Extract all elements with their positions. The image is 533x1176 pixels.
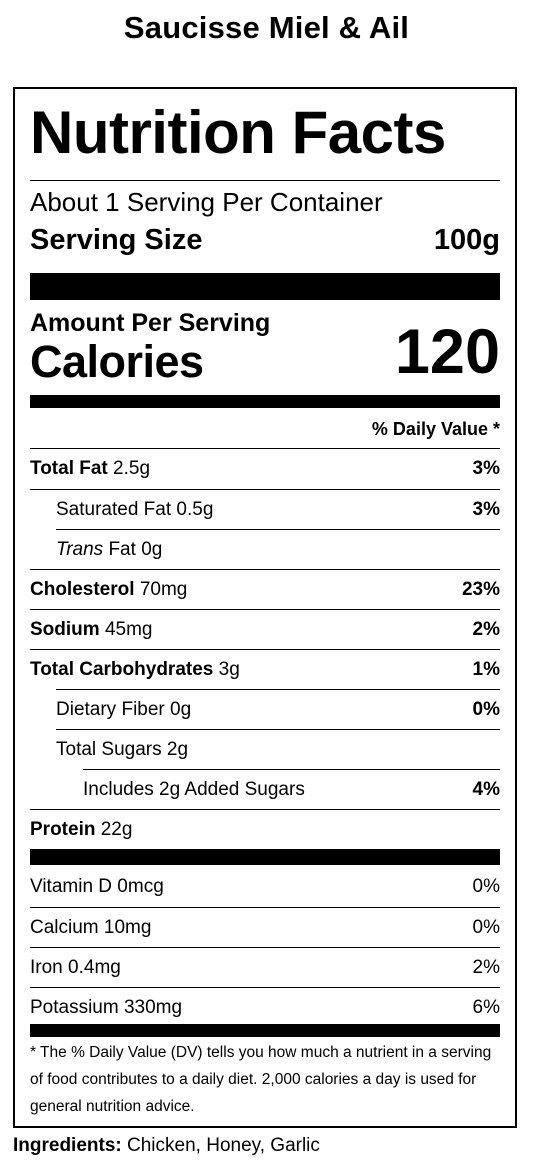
nutrient-name: Total Fat — [30, 458, 108, 479]
nutrient-name: Sodium — [30, 619, 100, 640]
nutrient-dv: 0% — [472, 699, 500, 720]
calories-label: Calories — [30, 336, 204, 387]
divider — [30, 448, 500, 449]
nutrient-amount: 45mg — [104, 619, 153, 640]
thick-divider — [30, 849, 500, 865]
nutrient-row-trans-fat: Trans Fat 0g — [30, 530, 500, 570]
medium-divider — [30, 395, 500, 408]
nutrient-row-added-sugars: Includes 2g Added Sugars 4% — [30, 770, 500, 810]
nutrient-name: Cholesterol — [30, 579, 135, 600]
nutrient-name: Protein — [30, 819, 96, 840]
vitamin-dv: 0% — [472, 917, 500, 938]
calories-value: 120 — [394, 317, 500, 387]
nutrient-amount: 2g — [166, 739, 189, 760]
nutrient-amount: 70mg — [139, 579, 188, 600]
product-title: Saucisse Miel & Ail — [123, 10, 410, 45]
nutrient-amount: 0g — [141, 539, 163, 560]
nutrient-dv: 1% — [472, 659, 500, 680]
nutrient-row-protein: Protein 22g — [30, 810, 500, 850]
serving-size-label: Serving Size — [30, 224, 203, 256]
nutrient-amount: 3g — [218, 659, 240, 680]
serving-size-value: 100g — [433, 224, 500, 256]
vitamin-row-potassium: Potassium 330mg 6% — [30, 988, 500, 1028]
divider — [56, 729, 500, 730]
vitamin-name: Vitamin D — [30, 876, 113, 897]
divider — [56, 529, 500, 530]
nutrient-amount: 2.5g — [113, 458, 151, 479]
nutrient-row-cholesterol: Cholesterol 70mg 23% — [30, 570, 500, 610]
vitamin-name: Potassium — [30, 997, 119, 1018]
daily-value-footnote: * The % Daily Value (DV) tells you how m… — [30, 1044, 492, 1115]
nutrition-facts-label: Nutrition Facts About 1 Serving Per Cont… — [13, 87, 517, 1128]
ingredients-value: Chicken, Honey, Garlic — [127, 1135, 320, 1156]
vitamin-row-calcium: Calcium 10mg 0% — [30, 908, 500, 948]
divider — [30, 947, 500, 948]
nutrient-row-total-carbohydrates: Total Carbohydrates 3g 1% — [30, 650, 500, 690]
divider — [30, 609, 500, 610]
divider — [56, 689, 500, 690]
nutrient-row-sodium: Sodium 45mg 2% — [30, 610, 500, 650]
nutrient-row-total-sugars: Total Sugars 2g — [30, 730, 500, 770]
nutrient-name: Includes 2g Added Sugars — [83, 779, 305, 800]
nutrient-dv: 23% — [461, 579, 500, 600]
divider — [30, 809, 500, 810]
vitamin-amount: 0mcg — [117, 876, 164, 897]
nutrition-facts-title: Nutrition Facts — [30, 99, 446, 166]
vitamin-name: Iron — [30, 957, 63, 978]
nutrient-name: Fat — [108, 539, 136, 560]
vitamin-amount: 0.4mg — [68, 957, 121, 978]
nutrient-amount: 22g — [100, 819, 133, 840]
divider — [30, 649, 500, 650]
nutrient-dv: 4% — [472, 779, 500, 800]
divider — [30, 569, 500, 570]
vitamin-dv: 6% — [472, 997, 500, 1018]
vitamin-row-iron: Iron 0.4mg 2% — [30, 948, 500, 988]
vitamin-name: Calcium — [30, 917, 99, 938]
vitamin-amount: 330mg — [123, 997, 183, 1018]
ingredients-line: Ingredients: Chicken, Honey, Garlic — [13, 1135, 320, 1157]
divider — [30, 987, 500, 988]
nutrient-dv: 3% — [472, 458, 500, 479]
nutrient-name: Dietary Fiber — [56, 699, 165, 720]
nutrient-dv: 3% — [472, 499, 500, 520]
vitamin-amount: 10mg — [103, 917, 152, 938]
nutrient-name: Total Carbohydrates — [30, 659, 214, 680]
divider — [30, 489, 500, 490]
nutrient-name: Total Sugars — [56, 739, 162, 760]
servings-per-container: About 1 Serving Per Container — [30, 187, 383, 217]
vitamin-dv: 2% — [472, 957, 500, 978]
vitamin-row-vitamin-d: Vitamin D 0mcg 0% — [30, 867, 500, 907]
amount-per-serving: Amount Per Serving — [30, 309, 271, 337]
divider — [83, 769, 500, 770]
nutrient-row-dietary-fiber: Dietary Fiber 0g 0% — [30, 690, 500, 730]
nutrient-name: Saturated Fat — [56, 499, 172, 520]
ingredients-label: Ingredients: — [13, 1135, 122, 1156]
daily-value-header: % Daily Value * — [371, 419, 500, 439]
divider — [30, 180, 500, 181]
nutrient-name-italic: Trans — [56, 539, 104, 560]
nutrient-dv: 2% — [472, 619, 500, 640]
nutrient-row-saturated-fat: Saturated Fat 0.5g 3% — [30, 490, 500, 530]
nutrient-amount: 0g — [170, 699, 192, 720]
thick-divider — [30, 273, 500, 300]
serving-size-row: Serving Size 100g — [30, 226, 500, 255]
vitamin-dv: 0% — [472, 876, 500, 897]
divider — [30, 907, 500, 908]
medium-divider — [30, 1024, 500, 1037]
nutrient-amount: 0.5g — [176, 499, 214, 520]
nutrient-row-total-fat: Total Fat 2.5g 3% — [30, 449, 500, 489]
